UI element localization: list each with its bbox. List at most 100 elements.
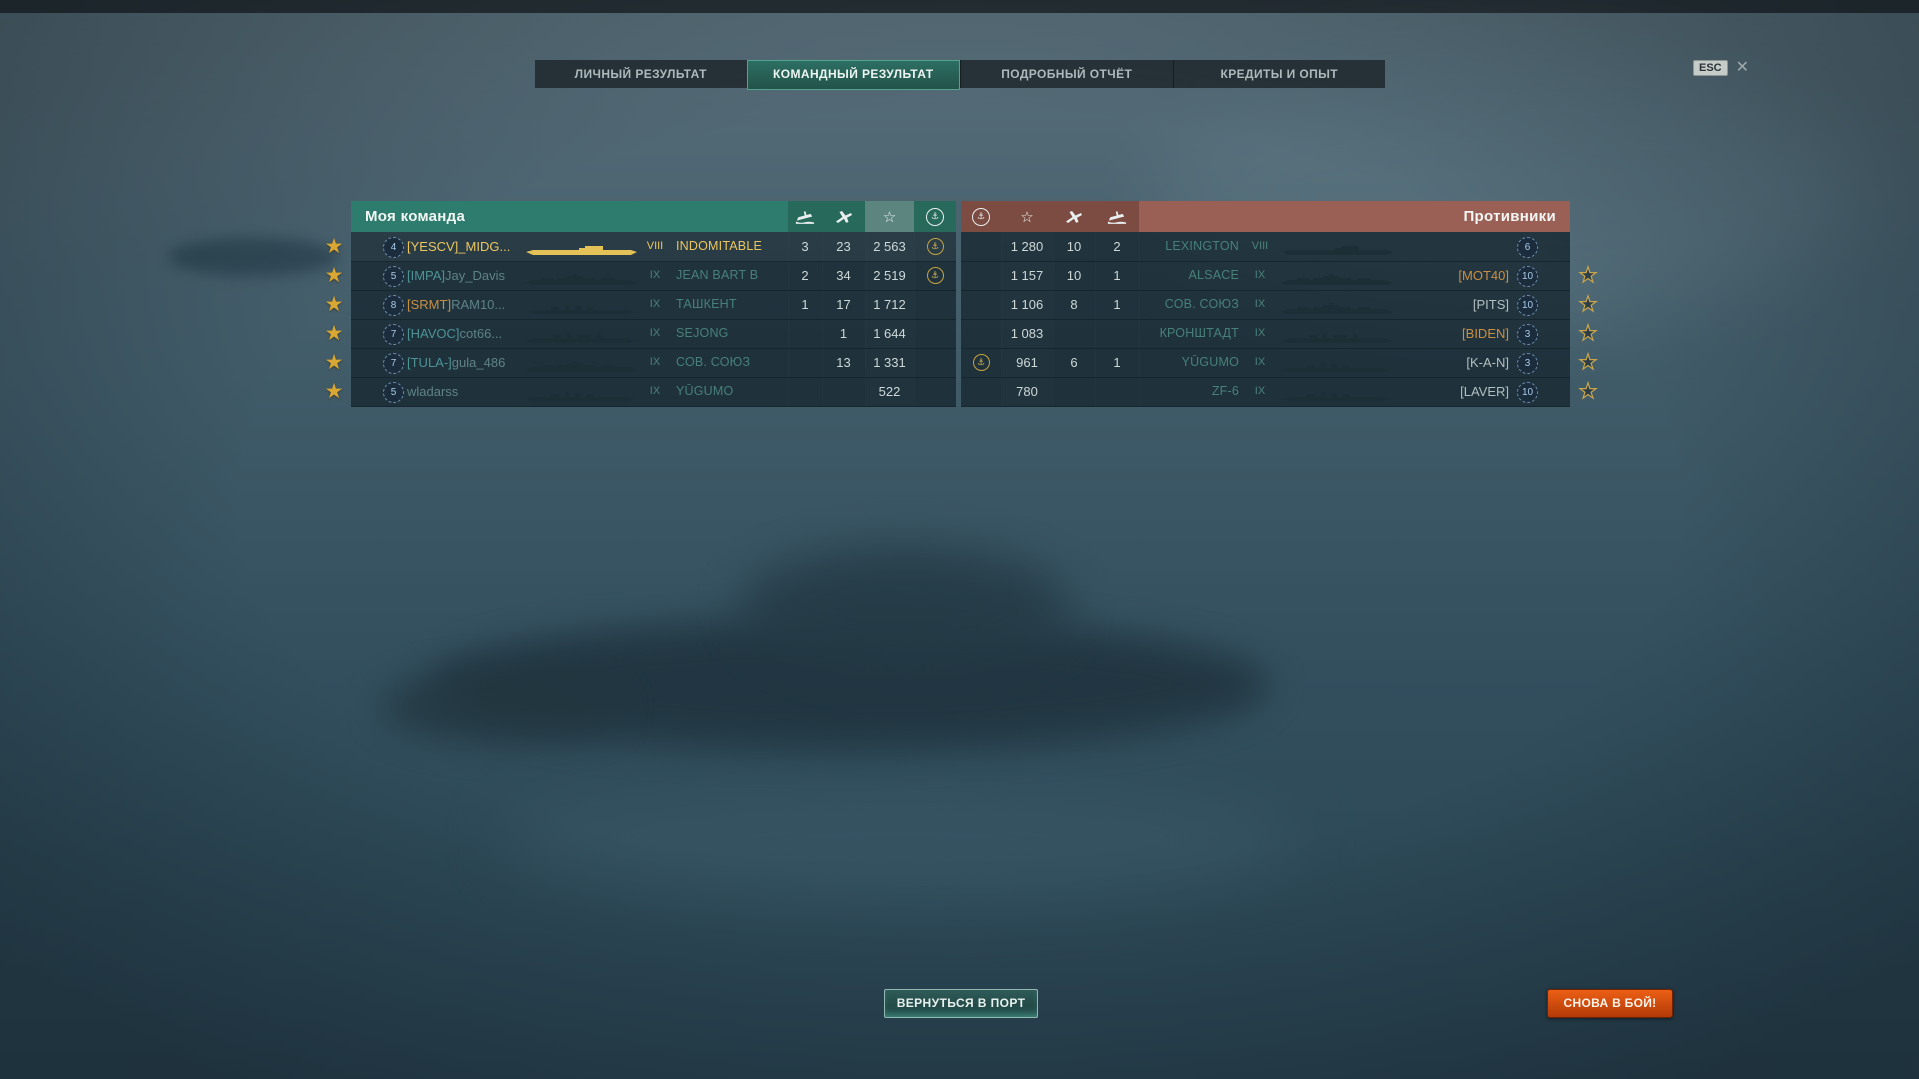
planes-destroyed-value: 10: [1066, 268, 1082, 283]
compliment-star[interactable]: ★: [1578, 321, 1598, 345]
ship-silhouette-cruiser: [1279, 326, 1397, 355]
tab-credits-and-xp[interactable]: КРЕДИТЫ И ОПЫТ: [1172, 60, 1385, 88]
tab-personal-result[interactable]: ЛИЧНЫЙ РЕЗУЛЬТАТ: [535, 60, 747, 88]
table-row[interactable]: 780 ZF-6 IX [LAVER]Traver... 10: [961, 377, 1570, 407]
ship-name: YŪGUMO: [676, 384, 734, 398]
compliment-star[interactable]: ★: [324, 380, 344, 403]
compliment-star[interactable]: ★: [1578, 379, 1598, 403]
table-row[interactable]: 1 280 10 2 LEXINGTON VIII Lioha063 6: [961, 232, 1570, 262]
ships-destroyed-value: [788, 377, 822, 406]
clan-tag: [HAVOC]: [407, 326, 460, 341]
planes-destroyed-value: 1: [839, 326, 848, 341]
planes-destroyed-value: [822, 377, 865, 406]
ship-tier: IX: [649, 356, 661, 368]
player-level-badge: 5: [383, 382, 404, 403]
player-level-badge: 8: [383, 295, 404, 316]
player-level-badge: 10: [1517, 295, 1538, 316]
planes-destroyed-column-header: [822, 201, 865, 232]
tab-detailed-report[interactable]: ПОДРОБНЫЙ ОТЧЁТ: [960, 60, 1173, 88]
ship-silhouette-destroyer: [523, 297, 641, 326]
planes-destroyed-value: 23: [836, 239, 851, 254]
table-row[interactable]: 4 [YESCV] _MIDG... VIII INDOMITABLE 3 23 …: [351, 232, 956, 262]
experience-column-header: ☆: [1001, 201, 1053, 232]
compliment-star[interactable]: ★: [1578, 350, 1598, 374]
compliment-star[interactable]: ★: [1578, 263, 1598, 287]
top-letterbox-strip: [0, 0, 1919, 13]
ship-tier: IX: [649, 269, 661, 281]
player-id: [SRMT] RAM10...: [407, 290, 521, 319]
ship-name: ALSACE: [1188, 268, 1239, 282]
compliment-star[interactable]: ★: [1578, 292, 1598, 316]
ship-name: КРОНШТАДТ: [1159, 326, 1239, 340]
ship-tier: IX: [1254, 269, 1266, 281]
player-level-badge: 7: [383, 353, 404, 374]
player-id: [PITS]_Ultar_: [1397, 290, 1509, 319]
player-id: [BIDEN]САВА63: [1397, 319, 1509, 348]
table-row[interactable]: 5 wladarss IX YŪGUMO 522: [351, 377, 956, 407]
compliment-star[interactable]: ★: [324, 293, 344, 316]
ship-tier: IX: [649, 327, 661, 339]
ship-sunk-icon: [795, 210, 815, 224]
tab-team-result[interactable]: КОМАНДНЫЙ РЕЗУЛЬТАТ: [746, 60, 960, 90]
table-row[interactable]: 7 [TULA-] gula_486 IX СОВ. СОЮЗ 13 1 331: [351, 348, 956, 378]
ship-name: ZF-6: [1211, 384, 1239, 398]
ship-tier: IX: [649, 298, 661, 310]
ship-silhouette-destroyer: [1279, 384, 1397, 413]
ship-tier: IX: [1254, 356, 1266, 368]
experience-value: 1 331: [873, 355, 906, 370]
planes-destroyed-value: [1053, 319, 1095, 348]
ships-destroyed-column-header: [1095, 201, 1139, 232]
ship-tier: IX: [649, 385, 661, 397]
battle-again-button[interactable]: СНОВА В БОЙ!: [1547, 989, 1673, 1018]
player-id: [MOT40]Aleks...: [1397, 261, 1509, 290]
ship-name: YŪGUMO: [1181, 355, 1239, 369]
table-row[interactable]: 5 [IMPA] Jay_Davis IX JEAN BART B 2 34 2 …: [351, 261, 956, 291]
xp-star-icon: ☆: [882, 208, 897, 226]
ships-destroyed-value: [788, 319, 822, 348]
ship-silhouette-battleship: [1279, 268, 1397, 297]
table-row[interactable]: 7 [HAVOC] cot66... IX SEJONG 1 1 644: [351, 319, 956, 349]
esc-key-badge[interactable]: ESC: [1693, 60, 1728, 76]
clan-tag: [IMPA]: [407, 268, 446, 283]
compliment-star[interactable]: ★: [324, 322, 344, 345]
ship-name: SEJONG: [676, 326, 729, 340]
return-to-port-button[interactable]: ВЕРНУТЬСЯ В ПОРТ: [884, 989, 1038, 1018]
ships-destroyed-value: 1: [1113, 355, 1121, 370]
compliment-star[interactable]: ★: [324, 351, 344, 374]
table-row[interactable]: 1 083 КРОНШТАДТ IX [BIDEN]САВА63 3: [961, 319, 1570, 349]
xp-star-icon: ☆: [1020, 208, 1034, 226]
player-name: wladarss: [407, 384, 459, 399]
player-level-badge: 3: [1517, 324, 1538, 345]
experience-value: 1 157: [1010, 268, 1044, 283]
experience-value: 1 280: [1010, 239, 1044, 254]
experience-value: 1 712: [873, 297, 906, 312]
my-team-title: Моя команда: [365, 208, 466, 225]
table-row[interactable]: 8 [SRMT] RAM10... IX ТАШКЕНТ 1 17 1 712: [351, 290, 956, 320]
close-icon[interactable]: ✕: [1735, 59, 1750, 76]
ship-name: LEXINGTON: [1165, 239, 1239, 253]
achievement-medal-icon: ⚓: [961, 348, 1001, 377]
player-id: [K-A-N]via87: [1397, 348, 1509, 377]
experience-value: 1 644: [873, 326, 906, 341]
player-id: [YESCV] _MIDG...: [407, 232, 521, 261]
compliment-star[interactable]: ★: [324, 235, 344, 258]
planes-destroyed-column-header: [1053, 201, 1095, 232]
ships-destroyed-value: [788, 348, 822, 377]
results-tabs: ЛИЧНЫЙ РЕЗУЛЬТАТ КОМАНДНЫЙ РЕЗУЛЬТАТ ПОД…: [535, 60, 1385, 90]
compliment-star[interactable]: ★: [324, 264, 344, 287]
ship-sunk-icon: [1107, 210, 1127, 224]
ship-name: JEAN BART B: [676, 268, 759, 282]
player-id: [TULA-] gula_486: [407, 348, 521, 377]
planes-destroyed-value: [1053, 377, 1095, 406]
experience-value: 780: [1016, 384, 1038, 399]
ship-silhouette-battleship: [523, 268, 641, 297]
player-name: RAM10...: [451, 297, 506, 312]
table-row[interactable]: 1 106 8 1 СОВ. СОЮЗ IX [PITS]_Ultar_ 10: [961, 290, 1570, 320]
achievement-medal-icon: ⚓: [926, 207, 944, 226]
ship-silhouette-destroyer: [1279, 355, 1397, 384]
plane-destroyed-icon: [1066, 210, 1082, 223]
player-name: Jay_Davis: [445, 268, 506, 283]
table-row[interactable]: 1 157 10 1 ALSACE IX [MOT40]Aleks... 10: [961, 261, 1570, 291]
table-row[interactable]: ⚓ 961 6 1 YŪGUMO IX [K-A-N]via87 3: [961, 348, 1570, 378]
experience-value: 1 083: [1010, 326, 1044, 341]
